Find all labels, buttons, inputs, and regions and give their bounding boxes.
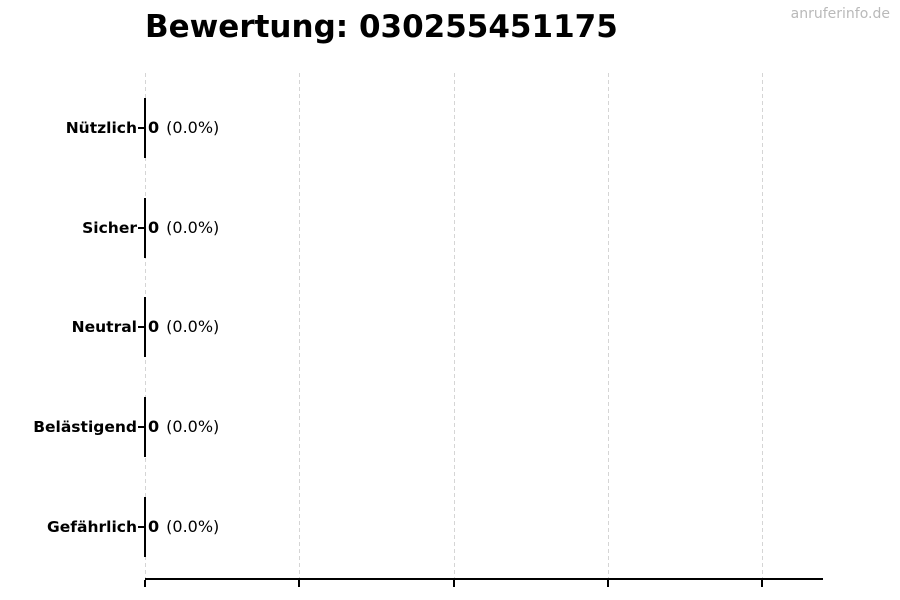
gridline	[762, 73, 763, 578]
value-label: 0 (0.0%)	[148, 497, 219, 557]
x-axis-tick	[144, 580, 146, 587]
value-count: 0	[148, 317, 160, 336]
category-label: Gefährlich	[47, 518, 137, 536]
category-label: Belästigend	[33, 418, 137, 436]
value-label: 0 (0.0%)	[148, 297, 219, 357]
y-axis-tick	[138, 426, 145, 428]
value-count: 0	[148, 218, 160, 237]
bar-zero-value	[144, 98, 146, 158]
category-label: Neutral	[71, 318, 137, 336]
value-count: 0	[148, 517, 160, 536]
gridline	[299, 73, 300, 578]
value-percent: (0.0%)	[166, 517, 220, 536]
bar-zero-value	[144, 198, 146, 258]
category-label: Sicher	[82, 219, 137, 237]
y-axis-tick	[138, 127, 145, 129]
value-label: 0 (0.0%)	[148, 98, 219, 158]
x-axis-tick	[298, 580, 300, 587]
gridline	[454, 73, 455, 578]
chart-title: Bewertung: 030255451175	[145, 9, 618, 45]
bar-zero-value	[144, 397, 146, 457]
value-percent: (0.0%)	[166, 317, 220, 336]
value-percent: (0.0%)	[166, 218, 220, 237]
y-axis-tick	[138, 227, 145, 229]
value-count: 0	[148, 417, 160, 436]
bar-row: Nützlich 0 (0.0%)	[0, 98, 900, 158]
y-axis-tick	[138, 526, 145, 528]
gridline	[608, 73, 609, 578]
value-percent: (0.0%)	[166, 118, 220, 137]
y-axis-tick	[138, 326, 145, 328]
category-label: Nützlich	[65, 119, 137, 137]
x-axis-tick	[607, 580, 609, 587]
x-axis-tick	[761, 580, 763, 587]
bar-row: Neutral 0 (0.0%)	[0, 297, 900, 357]
bar-row: Belästigend 0 (0.0%)	[0, 397, 900, 457]
value-percent: (0.0%)	[166, 417, 220, 436]
bar-row: Sicher 0 (0.0%)	[0, 198, 900, 258]
value-label: 0 (0.0%)	[148, 397, 219, 457]
x-axis-tick	[453, 580, 455, 587]
bar-row: Gefährlich 0 (0.0%)	[0, 497, 900, 557]
value-label: 0 (0.0%)	[148, 198, 219, 258]
bar-zero-value	[144, 297, 146, 357]
value-count: 0	[148, 118, 160, 137]
bar-zero-value	[144, 497, 146, 557]
watermark: anruferinfo.de	[790, 6, 890, 22]
